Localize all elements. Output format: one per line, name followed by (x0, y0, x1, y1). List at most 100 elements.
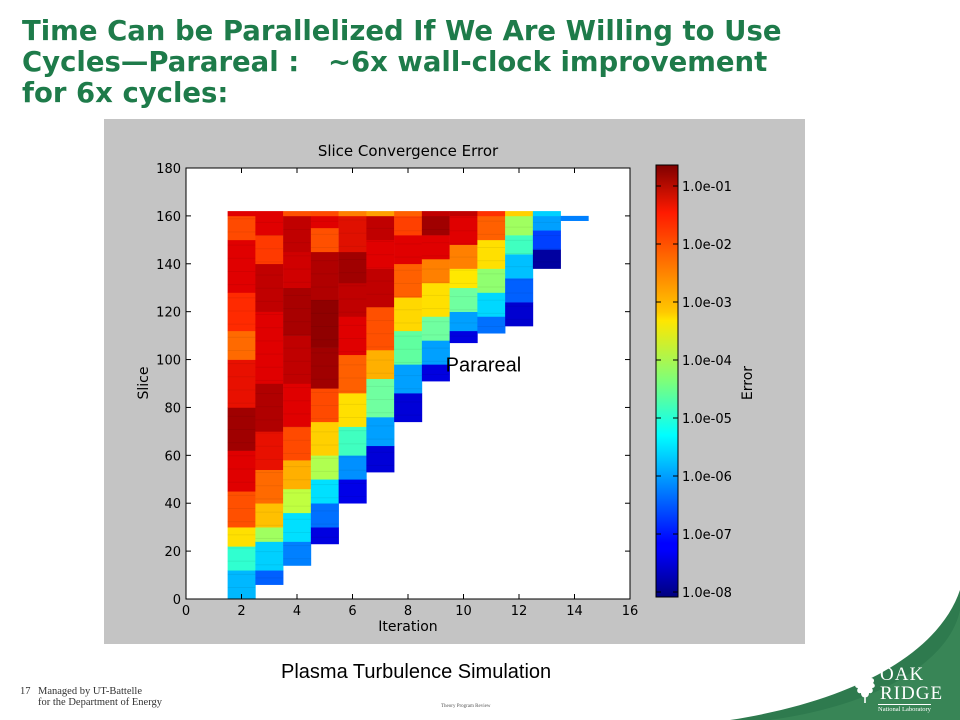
heatmap-streak (227, 270, 256, 272)
heatmap-cell (310, 421, 339, 456)
heatmap-cell (421, 282, 450, 317)
y-tick-label: 120 (156, 306, 181, 321)
heatmap-streak (338, 219, 367, 221)
heatmap-streak (255, 472, 284, 474)
heatmap-cell (227, 239, 256, 293)
heatmap-streak (505, 305, 533, 307)
title-line: for 6x cycles: (22, 77, 229, 109)
heatmap-cell (283, 426, 312, 461)
heatmap-streak (394, 414, 422, 416)
x-tick-label: 4 (293, 604, 301, 619)
colorbar-tick-label: 1.0e-01 (682, 180, 732, 195)
heatmap-streak (394, 230, 422, 232)
managed-by-line2: for the Department of Energy (38, 697, 163, 708)
heatmap-streak (227, 521, 256, 523)
heatmap-streak (421, 255, 450, 257)
y-tick-label: 40 (164, 497, 181, 512)
heatmap-cell (255, 541, 284, 571)
logo-oak-text: OAK (880, 664, 925, 685)
heatmap-cell (449, 215, 478, 245)
heatmap-cell (505, 302, 534, 327)
heatmap-streak (449, 322, 478, 324)
heatmap-streak (255, 379, 284, 381)
heatmap-cell (310, 215, 339, 229)
heatmap-cell (310, 227, 339, 253)
heatmap-streak (310, 220, 339, 222)
heatmap-streak (477, 233, 506, 235)
heatmap-cell (394, 364, 423, 394)
heatmap-streak (227, 244, 256, 246)
heatmap-streak (227, 284, 256, 286)
heatmap-streak (449, 282, 478, 284)
chart-panel: 0 2 4 6 8 10 12 14 16 0 20 40 60 80 100 120 140 160 180 1.… (104, 119, 805, 644)
heatmap-cell (477, 268, 506, 293)
heatmap-streak (394, 269, 422, 271)
heatmap-streak (283, 531, 311, 533)
heatmap-cell (394, 263, 423, 298)
heatmap-streak (366, 293, 395, 295)
heatmap-streak (255, 406, 284, 408)
heatmap-streak (394, 217, 422, 219)
slide-title: Time Can be Parallelized If We Are Willi… (22, 16, 922, 109)
heatmap-streak (338, 469, 367, 471)
heatmap-streak (366, 412, 395, 414)
heatmap-streak (366, 359, 395, 361)
heatmap-streak (255, 458, 284, 460)
colorbar-tick-label: 1.0e-04 (682, 354, 732, 369)
heatmap-streak (283, 360, 311, 362)
heatmap-cell (532, 230, 561, 250)
heatmap-streak (283, 281, 311, 283)
heatmap-streak (505, 266, 533, 268)
heatmap-cell (283, 541, 312, 566)
y-tick-label: 100 (156, 354, 181, 369)
heatmap-streak (477, 326, 506, 328)
heatmap-streak (283, 373, 311, 375)
heatmap-streak (283, 229, 311, 231)
y-tick-label: 0 (173, 593, 181, 608)
heatmap-streak (310, 418, 339, 420)
heatmap-streak (310, 391, 339, 393)
heatmap-cell (255, 235, 284, 265)
heatmap-cell (449, 244, 478, 269)
heatmap-cell (505, 254, 534, 279)
heatmap-cell (227, 215, 256, 241)
heatmap-cell (310, 503, 339, 528)
heatmap-cell (421, 215, 450, 236)
heatmap-streak (338, 390, 367, 392)
heatmap-streak (255, 248, 284, 250)
heatmap-streak (255, 261, 284, 263)
heatmap-streak (366, 241, 395, 243)
heatmap-streak (310, 497, 339, 499)
heatmap-cell (421, 316, 450, 341)
heatmap-streak (449, 309, 478, 311)
heatmap-cell (310, 388, 339, 423)
y-axis-label: Slice (136, 367, 152, 400)
heatmap-streak (283, 413, 311, 415)
heatmap-streak (338, 456, 367, 458)
heatmap-streak (255, 577, 284, 579)
heatmap-streak (283, 466, 311, 468)
heatmap-streak (366, 306, 395, 308)
heatmap-cell (477, 316, 506, 334)
heatmap-streak (255, 327, 284, 329)
heatmap-streak (338, 377, 367, 379)
heatmap-streak (255, 419, 284, 421)
colorbar-tick-label: 1.0e-06 (682, 470, 732, 485)
heatmap-cell (366, 378, 395, 418)
heatmap-streak (255, 445, 284, 447)
heatmap-streak (532, 248, 561, 250)
heatmap-streak (255, 511, 284, 513)
heatmap-streak (505, 226, 533, 228)
logo-ridge-text: RIDGE (880, 683, 944, 704)
heatmap-cell (255, 215, 284, 236)
heatmap-cell (477, 215, 506, 241)
heatmap-cell (505, 211, 534, 217)
heatmap-streak (255, 235, 284, 237)
heatmap-cell (394, 235, 423, 265)
heatmap-streak (532, 221, 561, 223)
heatmap-streak (227, 468, 256, 470)
heatmap-cell (283, 251, 312, 289)
heatmap-streak (227, 323, 256, 325)
heatmap-streak (310, 523, 339, 525)
